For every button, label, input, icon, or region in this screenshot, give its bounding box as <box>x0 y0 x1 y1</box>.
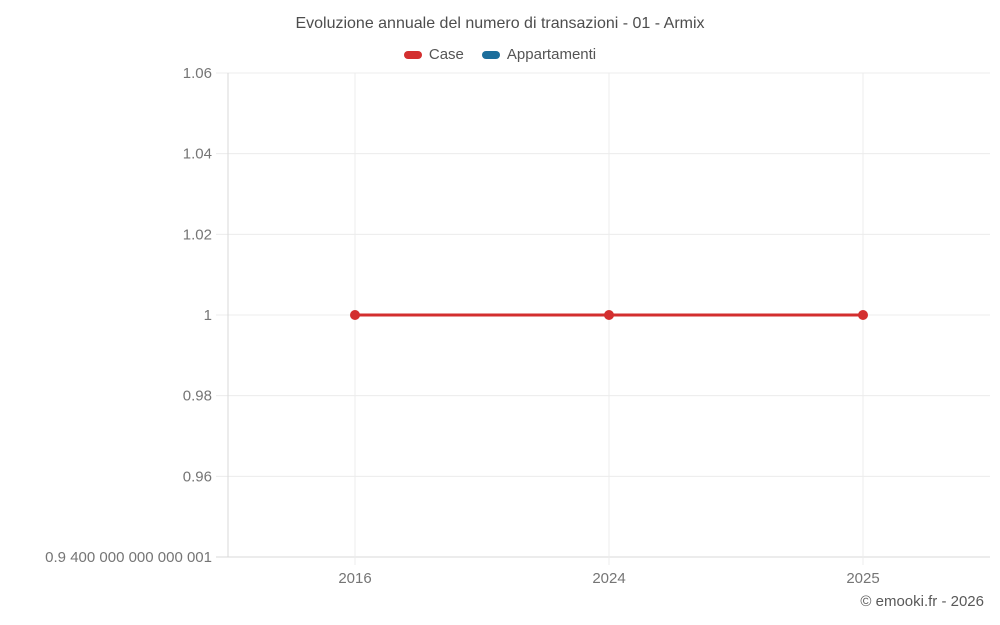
y-tick-label: 1.02 <box>183 226 212 243</box>
x-tick-label: 2024 <box>592 570 625 587</box>
chart-title: Evoluzione annuale del numero di transaz… <box>295 15 705 32</box>
y-tick-label: 1 <box>204 307 212 324</box>
legend-swatch-appartamenti-icon <box>481 50 500 59</box>
legend-item-appartamenti[interactable]: Appartamenti <box>481 46 597 63</box>
y-tick-label: 1.06 <box>183 65 212 82</box>
y-tick-label: 0.96 <box>183 468 212 485</box>
legend-label-appartamenti: Appartamenti <box>506 46 597 63</box>
legend: Case Appartamenti <box>0 46 1000 63</box>
copyright-text: © emooki.fr - 2026 <box>860 593 984 610</box>
x-tick-label: 2016 <box>338 570 371 587</box>
y-tick-label: 1.04 <box>183 146 212 163</box>
legend-label-case: Case <box>428 46 464 63</box>
legend-swatch-case-icon <box>403 50 422 59</box>
data-point-marker-case <box>350 310 360 320</box>
data-point-marker-case <box>858 310 868 320</box>
data-point-marker-case <box>604 310 614 320</box>
x-tick-label: 2025 <box>846 570 879 587</box>
legend-item-case[interactable]: Case <box>403 46 464 63</box>
y-tick-label: 0.9 400 000 000 000 001 <box>45 549 212 566</box>
y-tick-label: 0.98 <box>183 388 212 405</box>
